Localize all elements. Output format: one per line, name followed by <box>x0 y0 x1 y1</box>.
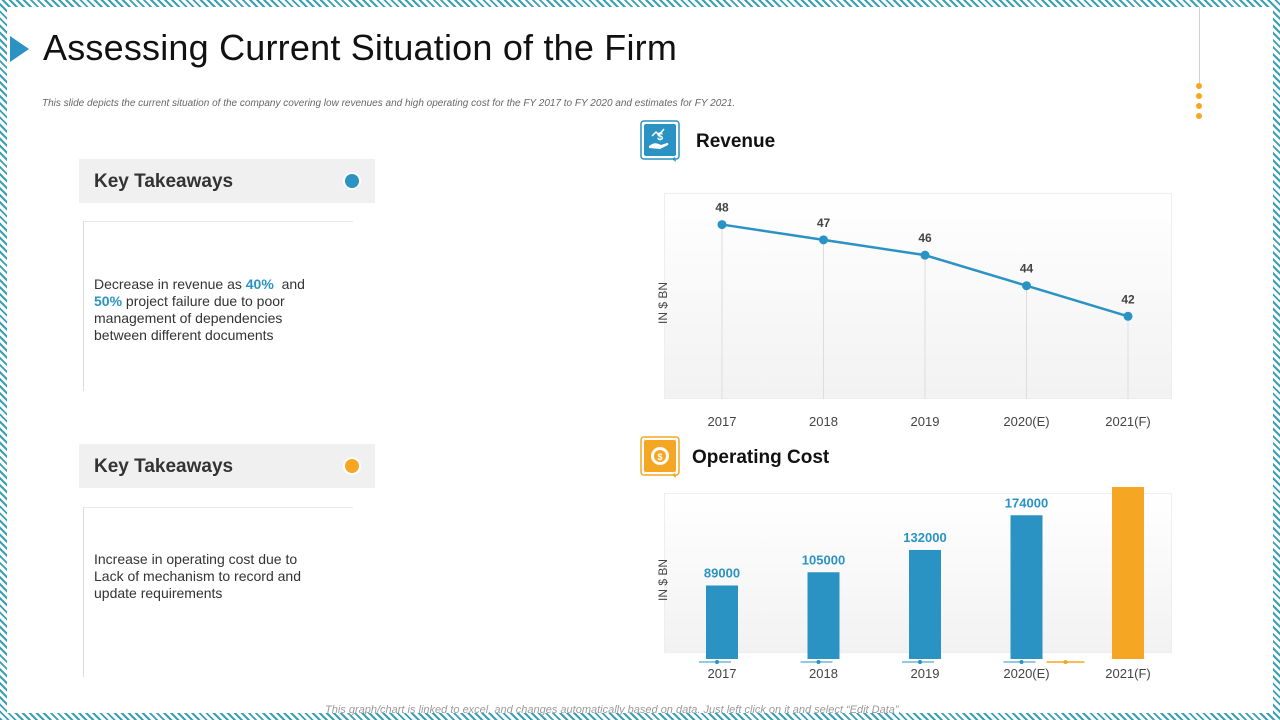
cost-x-tick-label: 2017 <box>708 666 737 681</box>
revenue-x-tick-label: 2017 <box>708 414 737 429</box>
revenue-data-label: 47 <box>817 216 831 230</box>
revenue-point <box>819 235 828 245</box>
cost-baseline-dot <box>816 660 821 664</box>
cost-bar <box>1112 487 1144 659</box>
takeaway-dot-orange-icon <box>343 457 361 475</box>
revenue-data-label: 46 <box>918 231 932 245</box>
cost-x-tick-label: 2021(F) <box>1105 666 1151 681</box>
revenue-data-label: 48 <box>715 201 729 215</box>
gear-dollar-icon: $ <box>640 436 680 478</box>
cost-bar <box>807 572 840 659</box>
revenue-point <box>717 220 727 230</box>
cost-bar <box>706 585 738 659</box>
cost-x-tick-label: 2019 <box>911 666 940 681</box>
takeaway-box-2 <box>83 507 353 677</box>
takeaway-highlight-1: 40% <box>245 276 274 292</box>
takeaway-highlight-2: 50% <box>94 293 123 309</box>
operating-cost-chart-title: Operating Cost <box>692 447 830 468</box>
money-hand-icon: $ <box>640 120 680 162</box>
revenue-x-tick-label: 2020(E) <box>1003 414 1049 429</box>
revenue-data-label: 42 <box>1121 292 1135 306</box>
cost-baseline-dot <box>715 660 719 664</box>
takeaway-header-1: Key Takeaways <box>79 159 375 203</box>
cost-x-tick-label: 2018 <box>809 666 838 681</box>
revenue-chart-title: Revenue <box>696 131 776 152</box>
page-subtitle: This slide depicts the current situation… <box>42 98 736 109</box>
takeaway-header-2: Key Takeaways <box>79 444 375 488</box>
revenue-point <box>920 250 930 260</box>
revenue-point <box>1123 311 1133 321</box>
decorative-line <box>1199 7 1200 87</box>
cost-data-label: 89000 <box>704 565 740 580</box>
operating-cost-chart: IN $ BN 89000 2017 105000 2018 132000 2019 1740… <box>656 487 1151 681</box>
more-dots-icon <box>1196 83 1204 123</box>
revenue-x-tick-label: 2021(F) <box>1105 414 1151 429</box>
takeaway-text-part: project failure due to poor management o… <box>94 293 285 343</box>
revenue-x-tick-label: 2018 <box>809 414 838 429</box>
takeaway-heading: Key Takeaways <box>94 171 234 192</box>
takeaway-text-1: Decrease in revenue as 40% and 50% proje… <box>94 276 324 344</box>
revenue-chart: IN $ BN 48 2017 47 2018 46 2019 44 2020(E) 42 2021… <box>656 201 1151 429</box>
footer-note: This graph/chart is linked to excel, and… <box>325 704 902 716</box>
cost-data-label: 105000 <box>802 552 845 567</box>
revenue-data-label: 44 <box>1020 262 1034 276</box>
takeaway-dot-blue-icon <box>343 172 361 190</box>
cost-x-tick-label: 2020(E) <box>1003 666 1049 681</box>
takeaway-text-part: and <box>281 276 305 292</box>
revenue-point <box>1022 281 1031 291</box>
takeaway-box-1 <box>83 221 353 391</box>
cost-bar <box>1010 515 1043 659</box>
takeaway-text-part: Decrease in revenue as <box>94 276 242 292</box>
cost-bar <box>909 549 941 659</box>
title-arrow-icon <box>10 36 29 62</box>
revenue-x-tick-label: 2019 <box>911 414 940 429</box>
svg-text:$: $ <box>657 452 662 462</box>
cost-y-axis-label: IN $ BN <box>656 559 670 601</box>
svg-text:$: $ <box>657 131 663 143</box>
page-title: Assessing Current Situation of the Firm <box>43 27 678 68</box>
cost-baseline-dot <box>1063 660 1068 664</box>
revenue-y-axis-label: IN $ BN <box>656 282 670 324</box>
cost-baseline-dot <box>1019 660 1024 664</box>
cost-baseline-dot <box>918 660 922 664</box>
cost-data-label: 174000 <box>1005 495 1048 510</box>
takeaway-heading: Key Takeaways <box>94 456 234 477</box>
takeaway-text-2: Increase in operating cost due to Lack o… <box>94 551 301 601</box>
slide: Assessing Current Situation of the Firm … <box>7 7 1273 716</box>
cost-data-label: 132000 <box>903 530 946 545</box>
